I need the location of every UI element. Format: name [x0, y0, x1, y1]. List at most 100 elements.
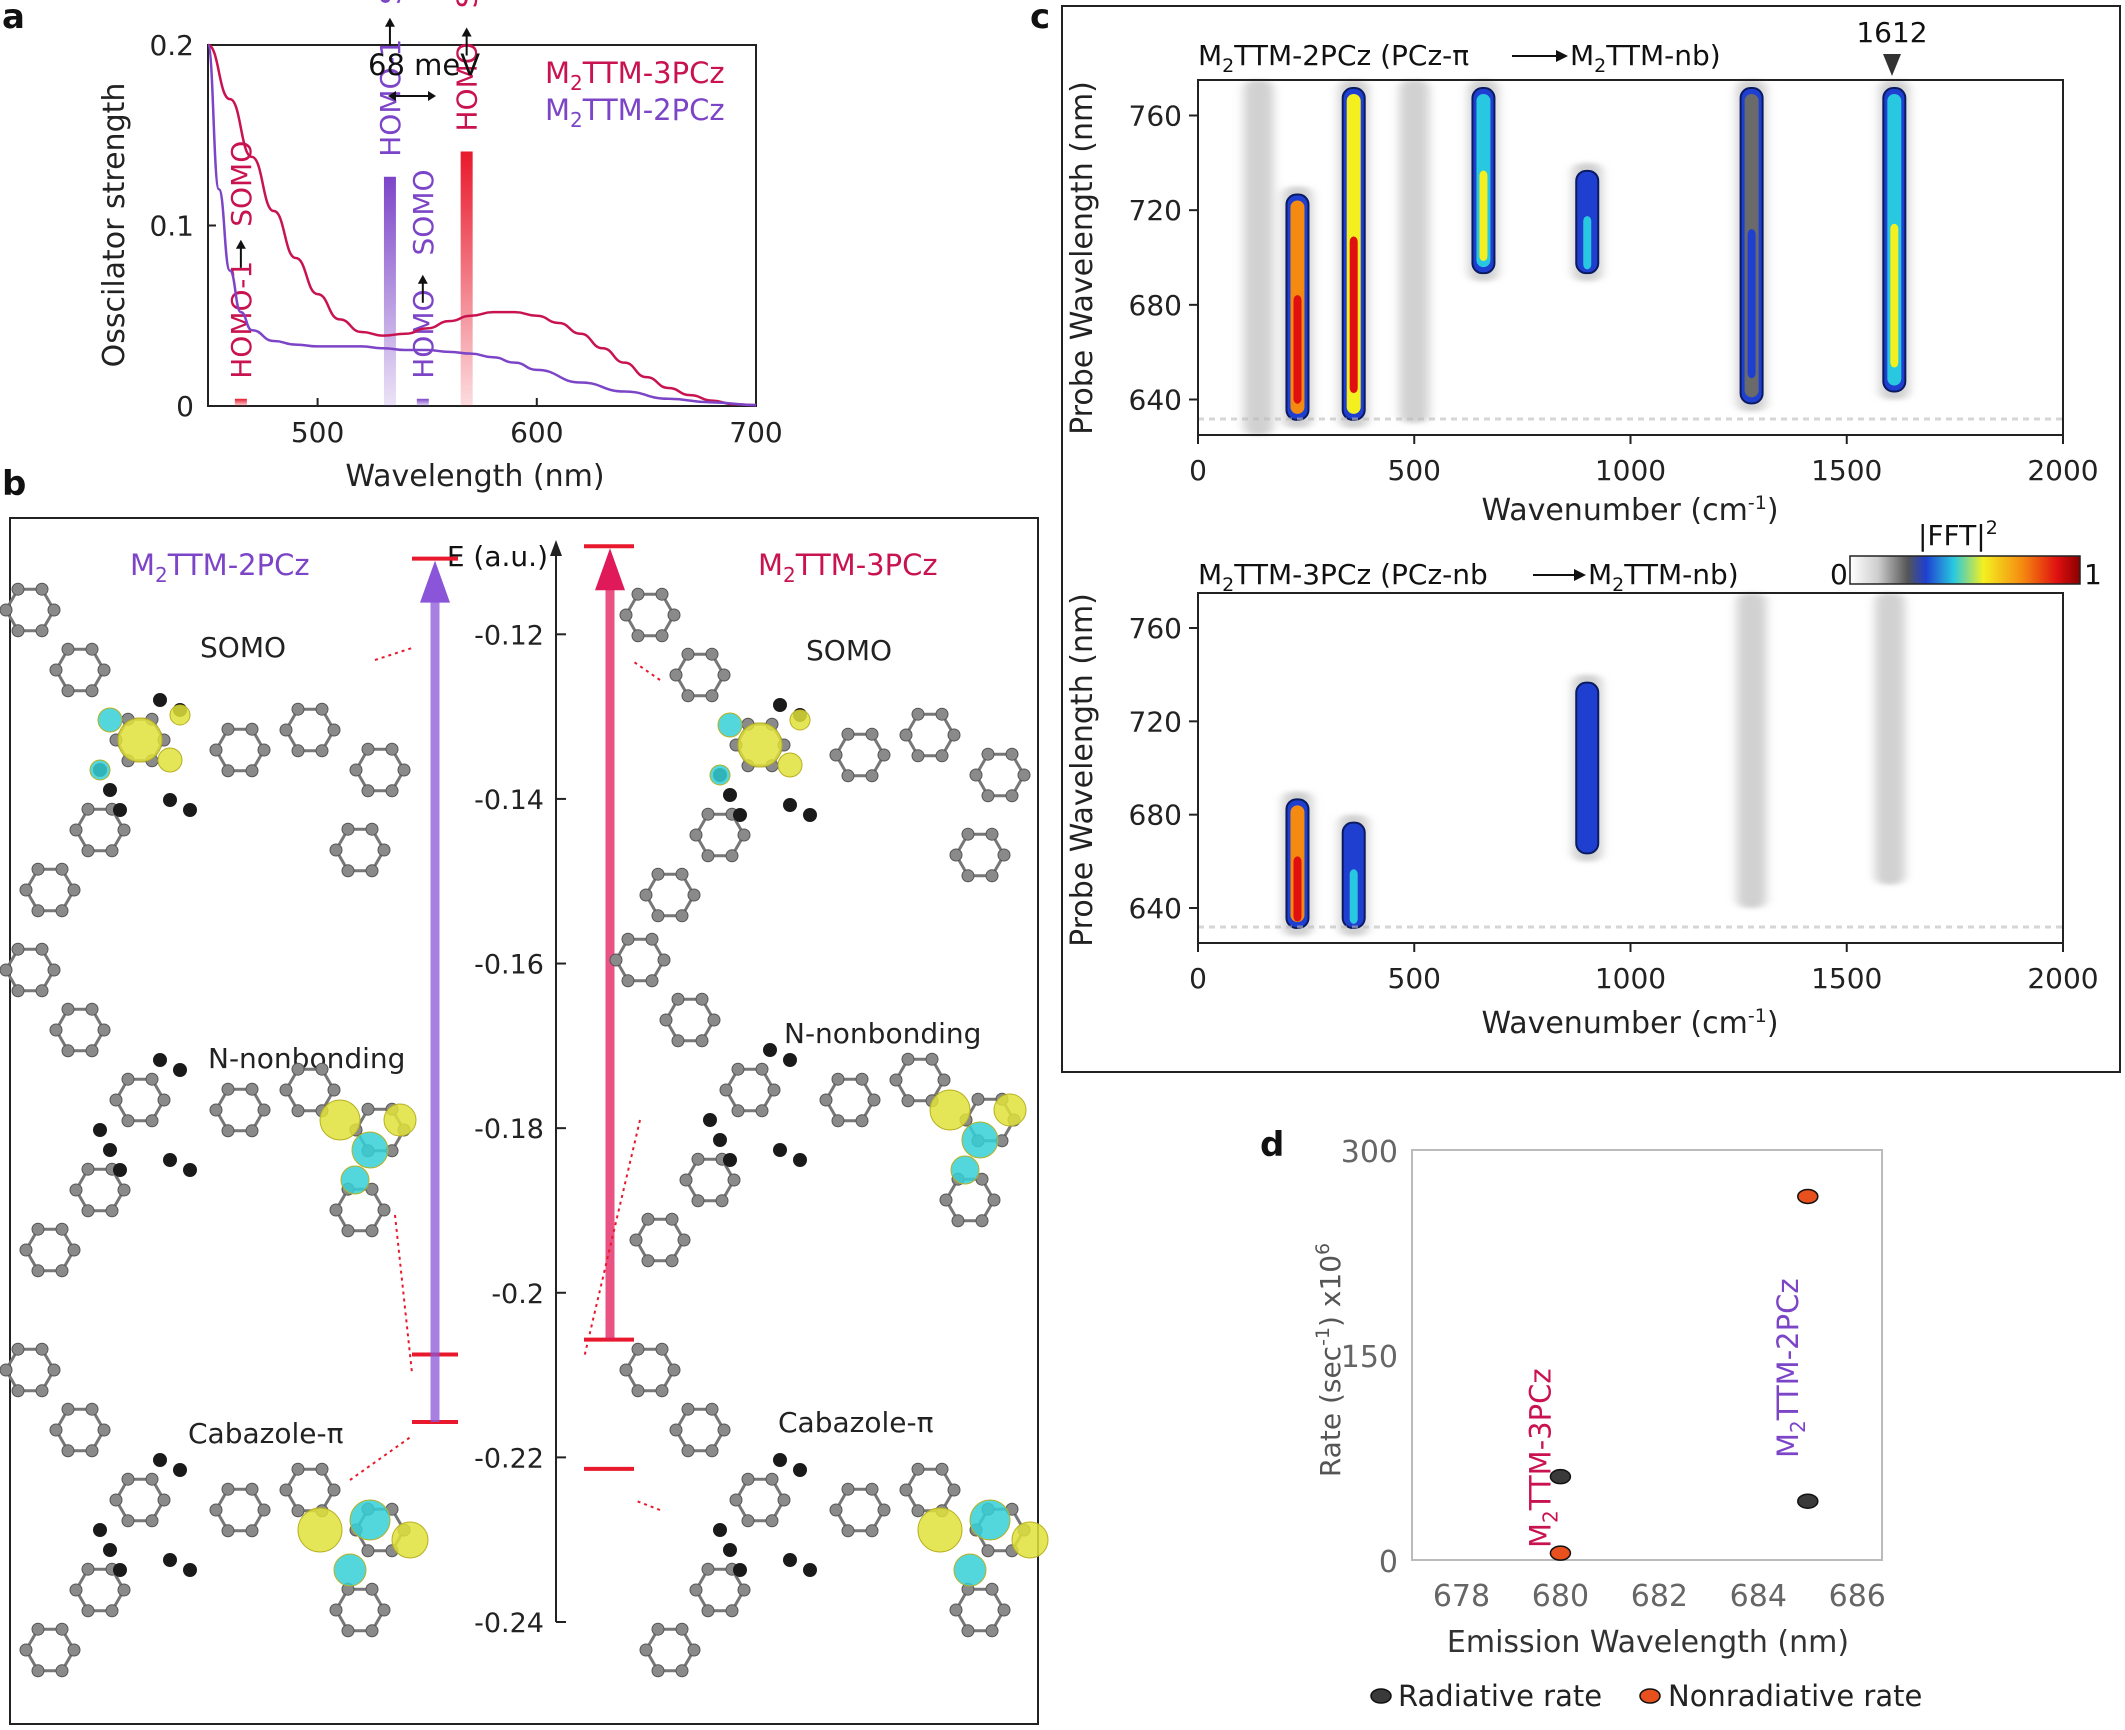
b-atom [329, 1203, 343, 1217]
b-atom [737, 828, 751, 842]
b-atom [639, 888, 653, 902]
c-top-mode-halo [1399, 80, 1430, 424]
b-atom [901, 1094, 915, 1108]
b-atom [675, 867, 689, 881]
b-atom [701, 1604, 715, 1618]
b-atom [35, 624, 49, 638]
b-orbital-lobe [950, 1155, 980, 1185]
b-atom [755, 1104, 769, 1118]
b-atom [855, 1072, 869, 1086]
b-chlorine-atom [183, 1163, 197, 1177]
a-transition-arrowhead [461, 27, 472, 37]
c-top-xlabel: Wavenumber (cm-1) [1481, 492, 1778, 528]
b-ytick-label: -0.18 [474, 1114, 544, 1145]
b-atom [31, 1664, 45, 1678]
b-atom [665, 1254, 679, 1268]
b-atom [727, 1173, 741, 1187]
b-atom [609, 953, 623, 967]
c-top-xtick-label: 0 [1189, 454, 1207, 487]
b-atom [619, 608, 633, 622]
b-atom [705, 689, 719, 703]
c-bot-title-arrow [1533, 569, 1586, 581]
b-chlorine-atom [723, 1153, 737, 1167]
c-top-ytick-label: 680 [1129, 289, 1182, 322]
b-atom [157, 1493, 171, 1507]
b-atom [397, 763, 411, 777]
c-colorbar-min: 0 [1830, 558, 1848, 591]
c-top-xtick-label: 500 [1388, 454, 1441, 487]
b-atom [865, 1482, 879, 1496]
b-atom [689, 828, 703, 842]
b-atom [987, 1193, 1001, 1207]
b-atom [245, 1524, 259, 1538]
b-atom [341, 1224, 355, 1238]
d-point [1549, 1545, 1572, 1561]
c-top-peak-label: 1612 [1856, 16, 1927, 49]
b-chlorine-atom [183, 1563, 197, 1577]
c-bottom-heatmap [1198, 593, 2063, 936]
b-atom [657, 953, 671, 967]
b-chlorine-atom [783, 1053, 797, 1067]
c-top-peak-marker [1883, 54, 1901, 76]
b-atom [961, 1624, 975, 1638]
b-atom [365, 1582, 379, 1596]
b-atom [829, 748, 843, 762]
b-atom [221, 1082, 235, 1096]
b-atom [667, 1363, 681, 1377]
b-atom [961, 869, 975, 883]
b-atom [105, 1204, 119, 1218]
b-atom [717, 668, 731, 682]
b-orbital-lobe [391, 1521, 429, 1559]
b-atom [701, 849, 715, 863]
b-atom [55, 904, 69, 918]
c-top-mode [1572, 162, 1603, 282]
c-top-mode [1736, 80, 1767, 412]
b-atom [341, 822, 355, 836]
a-series-layer [206, 43, 757, 407]
b-atom [49, 663, 63, 677]
b-atom [701, 807, 715, 821]
b-atom [971, 1092, 985, 1106]
c-bot-ylabel: Probe Wavelength (nm) [1065, 593, 1100, 947]
b-atom [385, 784, 399, 798]
b-chlorine-atom [163, 1553, 177, 1567]
b-atom [691, 1152, 705, 1166]
b-chlorine-atom [783, 1553, 797, 1567]
b-orbital-lobe [117, 717, 163, 763]
b-atom [631, 587, 645, 601]
b-atom [935, 707, 949, 721]
c-top-mode [1468, 80, 1499, 282]
b-molecule [0, 582, 411, 918]
c-bot-ytick-label: 720 [1129, 705, 1182, 738]
b-atom [741, 1472, 755, 1486]
b-atom [291, 1062, 305, 1076]
b-atom [245, 1124, 259, 1138]
b-atom [619, 1363, 633, 1377]
b-orbital-lobe [157, 747, 183, 773]
b-atom [985, 869, 999, 883]
b-atom [97, 663, 111, 677]
a-xtick-label: 700 [729, 416, 782, 449]
b-atom [361, 1544, 375, 1558]
b-atom [655, 1342, 669, 1356]
b-atom [855, 1114, 869, 1128]
b-chlorine-atom [793, 1153, 807, 1167]
b-leader-line [349, 1435, 413, 1481]
b-atom [899, 1483, 913, 1497]
b-atom [665, 1212, 679, 1226]
b-tick-layer: -0.12 -0.14 -0.16 -0.18 -0.2 -0.22 -0.24 [474, 620, 566, 1639]
b-atom [651, 867, 665, 881]
d-xtick-label: 682 [1631, 1579, 1688, 1614]
b-atom [69, 1183, 83, 1197]
b-atom [841, 727, 855, 741]
c-bot-mode-core [1349, 869, 1358, 924]
b-chlorine-atom [733, 808, 747, 822]
b-atom [687, 1643, 701, 1657]
b-atom [841, 769, 855, 783]
b-atom [975, 1214, 989, 1228]
b-atom [961, 827, 975, 841]
b-atom [385, 742, 399, 756]
c-top-title-target: M2TTM-nb) [1570, 39, 1721, 77]
